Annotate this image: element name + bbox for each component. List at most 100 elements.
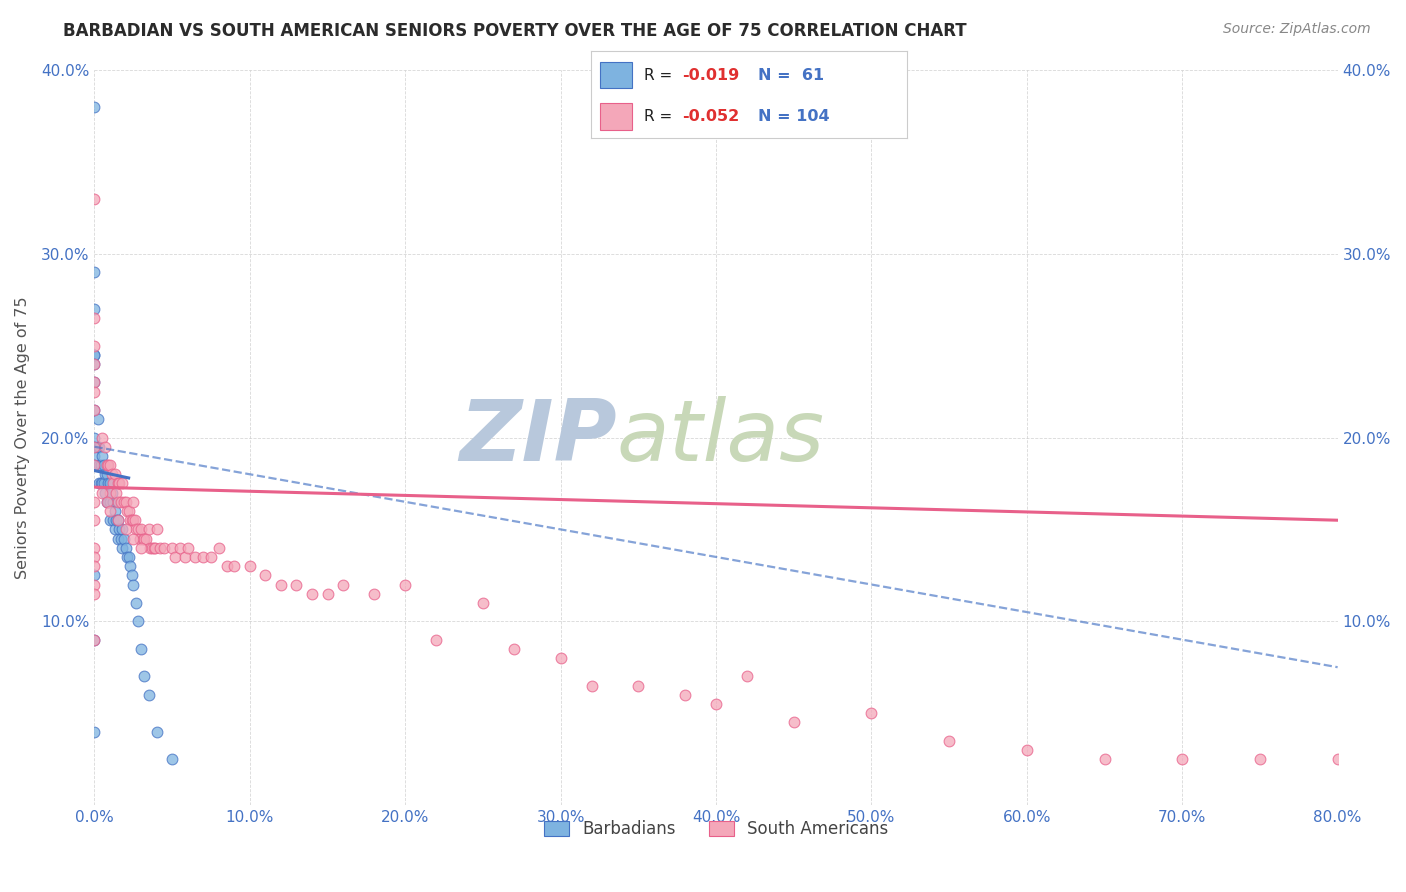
Point (394, 577, 416, 591)
Point (100, 485, 122, 500)
Point (118, 549, 141, 564)
Point (83, 440, 105, 454)
Point (91, 476, 114, 491)
Point (200, 549, 222, 564)
Point (115, 549, 138, 564)
Point (89, 458, 111, 472)
Text: -0.019: -0.019 (682, 68, 740, 83)
Point (86, 440, 108, 454)
Point (83, 339, 105, 353)
Point (107, 495, 129, 509)
Point (83, 403, 105, 417)
Point (145, 523, 167, 537)
Point (127, 614, 149, 628)
Point (122, 495, 145, 509)
Point (135, 532, 157, 546)
Point (91, 431, 114, 445)
Point (108, 523, 131, 537)
Point (98, 513, 121, 527)
Point (122, 532, 145, 546)
Point (91, 485, 114, 500)
Point (83, 541, 105, 555)
Point (83, 458, 105, 472)
Point (938, 733, 960, 747)
Point (149, 541, 172, 555)
Point (91, 449, 114, 463)
Point (100, 467, 122, 482)
Point (111, 476, 134, 491)
Point (83, 549, 105, 564)
Point (550, 651, 572, 665)
Point (98, 495, 121, 509)
Point (673, 688, 696, 702)
Point (425, 632, 447, 647)
Point (134, 669, 156, 683)
Point (138, 688, 160, 702)
Point (301, 587, 323, 601)
Point (83, 384, 105, 399)
Point (124, 513, 146, 527)
Point (165, 549, 187, 564)
Point (83, 724, 105, 739)
Point (83, 513, 105, 527)
Point (121, 513, 143, 527)
Point (270, 577, 292, 591)
Point (215, 559, 238, 574)
Point (142, 541, 165, 555)
FancyBboxPatch shape (600, 103, 631, 129)
Point (98, 485, 121, 500)
Point (121, 568, 143, 582)
Text: atlas: atlas (617, 396, 824, 479)
Point (83, 357, 105, 371)
Point (1015, 743, 1038, 757)
Point (105, 513, 128, 527)
Point (131, 532, 153, 546)
Point (129, 523, 152, 537)
Point (94, 440, 117, 454)
Point (83, 449, 105, 463)
Point (184, 549, 207, 564)
Text: BARBADIAN VS SOUTH AMERICAN SENIORS POVERTY OVER THE AGE OF 75 CORRELATION CHART: BARBADIAN VS SOUTH AMERICAN SENIORS POVE… (63, 22, 967, 40)
Point (332, 577, 354, 591)
Point (143, 541, 166, 555)
Point (120, 559, 142, 574)
Point (96, 458, 118, 472)
Point (104, 504, 127, 518)
Point (125, 596, 148, 610)
Point (94, 467, 117, 482)
Point (316, 587, 339, 601)
Point (83, 568, 105, 582)
Point (141, 541, 163, 555)
Point (96, 495, 118, 509)
Point (115, 504, 138, 518)
Point (107, 532, 129, 546)
Point (101, 495, 124, 509)
Point (127, 523, 149, 537)
Point (1326, 752, 1348, 766)
Point (94, 485, 117, 500)
Point (83, 348, 105, 362)
Point (110, 495, 132, 509)
Point (83, 495, 105, 509)
Point (224, 559, 246, 574)
Point (111, 541, 134, 555)
Point (83, 587, 105, 601)
Point (83, 458, 105, 472)
Point (107, 513, 129, 527)
Point (145, 724, 167, 739)
Point (153, 541, 176, 555)
Point (93, 476, 115, 491)
Point (581, 679, 603, 693)
Point (173, 549, 195, 564)
Text: N =  61: N = 61 (758, 68, 824, 83)
Text: -0.052: -0.052 (682, 109, 740, 124)
Point (160, 752, 183, 766)
Point (177, 541, 200, 555)
Point (122, 513, 145, 527)
Point (1094, 752, 1116, 766)
Point (169, 541, 191, 555)
Text: ZIP: ZIP (458, 396, 617, 479)
Point (114, 495, 136, 509)
Point (93, 458, 115, 472)
Point (503, 641, 526, 656)
